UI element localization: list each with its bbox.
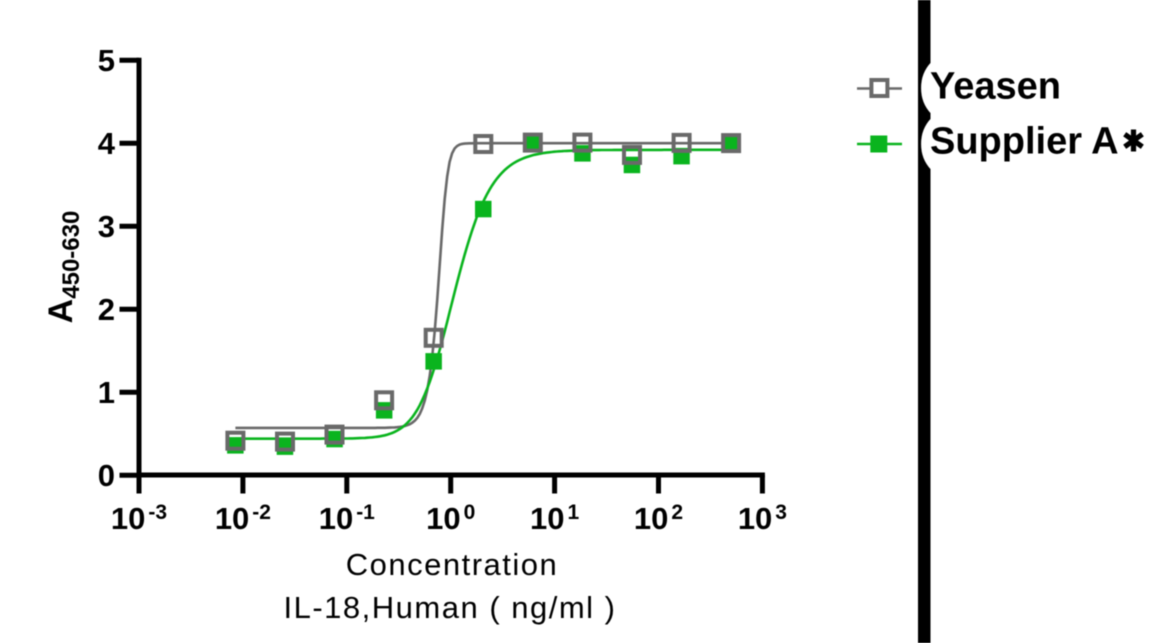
svg-text:(: ( [921,112,938,168]
svg-text:Supplier A: Supplier A [930,120,1119,162]
svg-text:102: 10 2 [634,501,683,536]
svg-text:(: ( [921,56,938,112]
svg-text:IL-18,Human ( ng/ml ): IL-18,Human ( ng/ml ) [284,590,617,625]
svg-text:1: 1 [98,375,115,410]
svg-text:A450-630: A450-630 [42,211,85,324]
svg-text:101: 10 1 [530,501,579,536]
svg-text:Concentration: Concentration [346,547,559,582]
svg-text:10-3: 10 -3 [111,501,167,536]
svg-text:10-2: 10 -2 [215,501,271,536]
svg-text:3: 3 [98,209,115,244]
svg-text:Yeasen: Yeasen [930,65,1061,107]
svg-text:103: 10 3 [738,501,787,536]
svg-text:2: 2 [98,292,115,327]
svg-text:5: 5 [98,43,115,78]
svg-text:0: 0 [98,458,115,493]
svg-text:10-1: 10 -1 [319,501,375,536]
svg-text:100: 10 0 [426,501,475,536]
svg-text:4: 4 [98,126,116,161]
